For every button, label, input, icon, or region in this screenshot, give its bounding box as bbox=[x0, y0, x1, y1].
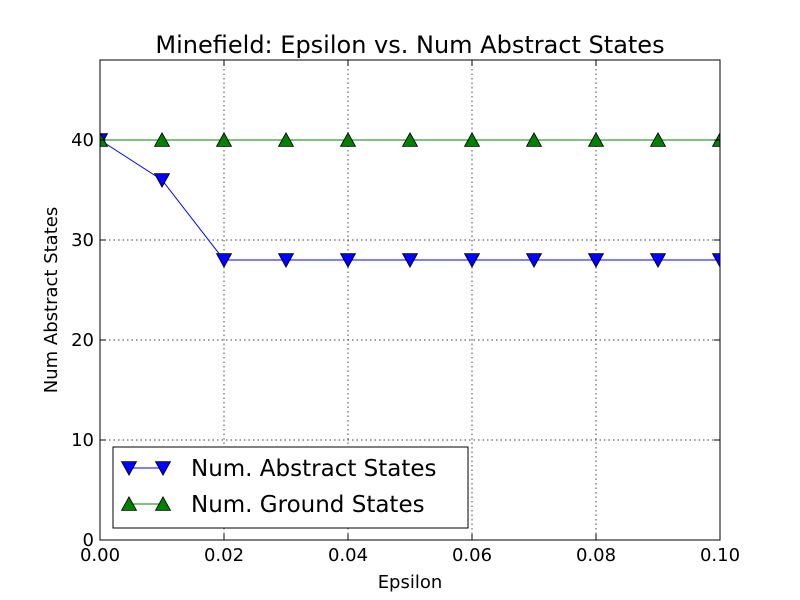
y-tick-label: 20 bbox=[71, 330, 94, 351]
y-axis-label: Num Abstract States bbox=[41, 207, 62, 393]
data-point-1 bbox=[153, 173, 171, 188]
plot-frame bbox=[99, 59, 721, 541]
x-axis-label: Epsilon bbox=[378, 572, 443, 593]
legend: Num. Abstract States Num. Ground States bbox=[112, 446, 469, 529]
series-group bbox=[99, 132, 721, 268]
data-point-2 bbox=[463, 132, 481, 147]
y-tick-label: 40 bbox=[71, 130, 94, 151]
legend-marker bbox=[154, 461, 172, 476]
data-point-2 bbox=[277, 132, 295, 147]
legend-label: Num. Ground States bbox=[191, 492, 425, 518]
chart-title: Minefield: Epsilon vs. Num Abstract Stat… bbox=[155, 31, 664, 59]
data-point-1 bbox=[649, 253, 667, 268]
data-point-1 bbox=[463, 253, 481, 268]
data-point-1 bbox=[587, 253, 605, 268]
y-tick-label: 0 bbox=[83, 530, 94, 551]
y-tick-label: 10 bbox=[71, 430, 94, 451]
y-tick-label: 30 bbox=[71, 230, 94, 251]
data-point-2 bbox=[587, 132, 605, 147]
legend-marker bbox=[154, 496, 172, 511]
legend-box bbox=[112, 446, 469, 529]
legend-marker bbox=[120, 461, 138, 476]
data-point-1 bbox=[215, 253, 233, 268]
x-tick-label: 0.06 bbox=[452, 545, 492, 566]
data-point-1 bbox=[401, 253, 419, 268]
data-point-1 bbox=[277, 253, 295, 268]
x-tick-label: 0.02 bbox=[204, 545, 244, 566]
x-tick-label: 0.10 bbox=[700, 545, 740, 566]
x-tick-label: 0.00 bbox=[80, 545, 120, 566]
data-point-2 bbox=[339, 132, 357, 147]
data-point-1 bbox=[525, 253, 543, 268]
data-point-2 bbox=[215, 132, 233, 147]
data-point-2 bbox=[153, 132, 171, 147]
data-point-2 bbox=[401, 132, 419, 147]
x-tick-label: 0.08 bbox=[576, 545, 616, 566]
legend-marker bbox=[120, 496, 138, 511]
data-point-2 bbox=[525, 132, 543, 147]
data-point-1 bbox=[339, 253, 357, 268]
x-tick-label: 0.04 bbox=[328, 545, 368, 566]
data-point-2 bbox=[649, 132, 667, 147]
legend-label: Num. Abstract States bbox=[191, 456, 437, 482]
